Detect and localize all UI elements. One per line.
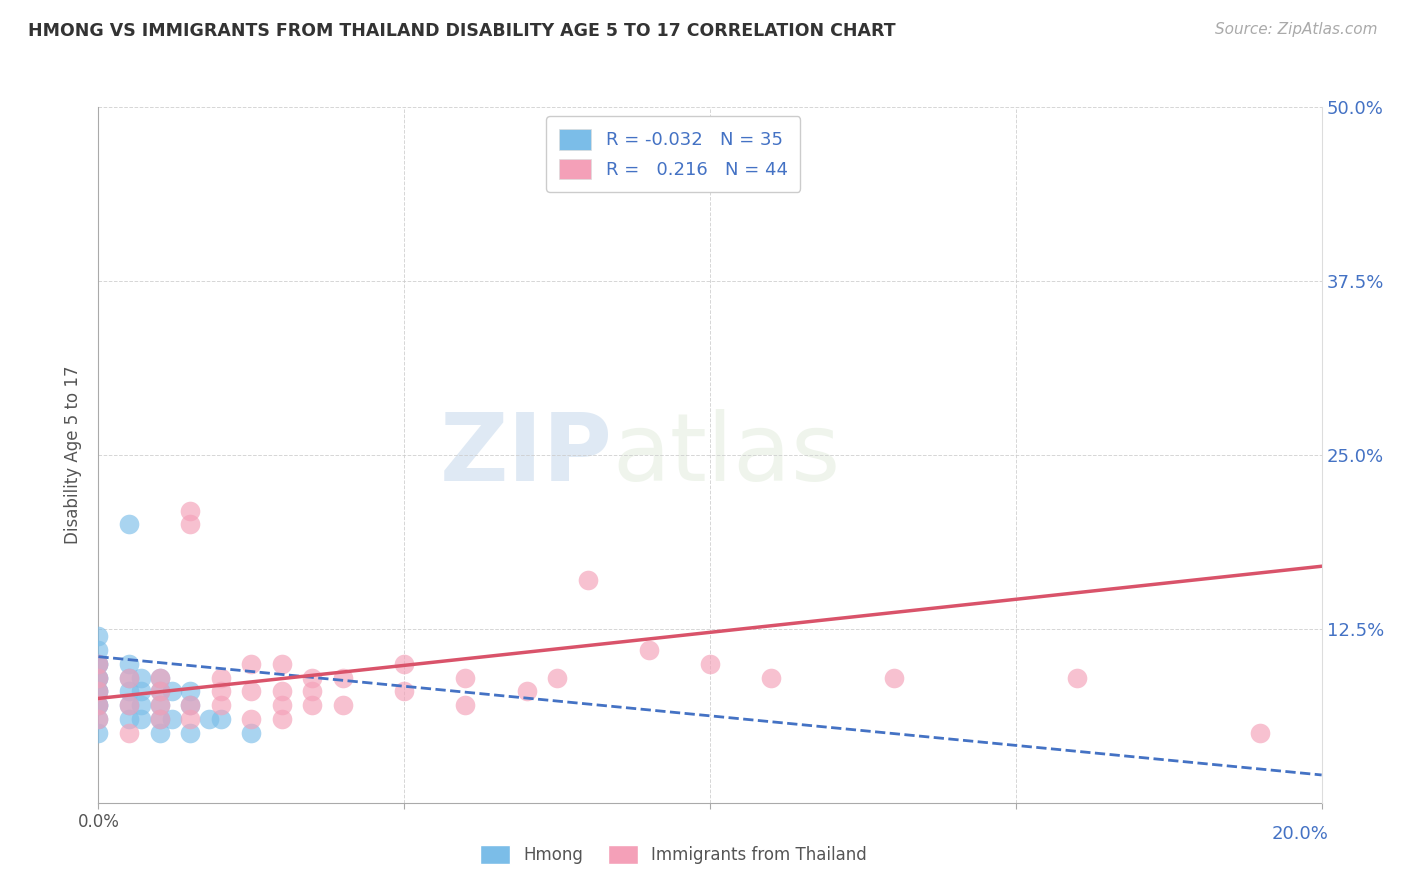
Legend: Hmong, Immigrants from Thailand: Hmong, Immigrants from Thailand (472, 838, 873, 871)
Point (546, 671, 568, 685)
Point (516, 684, 538, 698)
Point (699, 657, 721, 671)
Point (179, 698, 201, 713)
Point (576, 573, 599, 587)
Text: 20.0%: 20.0% (1272, 825, 1329, 843)
Point (179, 684, 201, 698)
Point (637, 642, 661, 657)
Point (87, 657, 110, 671)
Point (301, 698, 323, 713)
Point (454, 698, 477, 713)
Point (118, 698, 141, 713)
Point (179, 503, 201, 517)
Point (87, 671, 110, 685)
Point (454, 671, 477, 685)
Point (118, 698, 141, 713)
Point (883, 671, 905, 685)
Point (118, 726, 141, 740)
Point (149, 671, 172, 685)
Point (87, 671, 110, 685)
Point (87, 712, 110, 726)
Point (301, 684, 323, 698)
Point (301, 671, 323, 685)
Point (149, 712, 172, 726)
Point (149, 712, 172, 726)
Text: ZIP: ZIP (439, 409, 612, 501)
Point (270, 698, 292, 713)
Point (392, 657, 416, 671)
Point (209, 671, 232, 685)
Point (179, 726, 201, 740)
Point (87, 726, 110, 740)
Point (240, 726, 263, 740)
Point (129, 684, 152, 698)
Point (118, 671, 141, 685)
Point (149, 698, 172, 713)
Point (759, 671, 782, 685)
Point (87, 629, 110, 643)
Point (87, 657, 110, 671)
Point (87, 712, 110, 726)
Point (118, 517, 141, 532)
Point (1249, 726, 1271, 740)
Point (209, 712, 232, 726)
Text: atlas: atlas (612, 409, 841, 501)
Point (179, 517, 201, 532)
Point (87, 671, 110, 685)
Point (129, 671, 152, 685)
Point (332, 671, 354, 685)
Point (87, 698, 110, 713)
Point (87, 684, 110, 698)
Point (129, 712, 152, 726)
Point (240, 657, 263, 671)
Point (179, 698, 201, 713)
Point (240, 684, 263, 698)
Point (118, 671, 141, 685)
Text: Source: ZipAtlas.com: Source: ZipAtlas.com (1215, 22, 1378, 37)
Point (118, 712, 141, 726)
Point (209, 684, 232, 698)
Point (87, 642, 110, 657)
Point (87, 698, 110, 713)
Point (87, 684, 110, 698)
Point (197, 712, 219, 726)
Point (392, 684, 416, 698)
Point (87, 698, 110, 713)
Point (149, 698, 172, 713)
Y-axis label: Disability Age 5 to 17: Disability Age 5 to 17 (65, 366, 83, 544)
Point (149, 726, 172, 740)
Point (270, 712, 292, 726)
Point (160, 712, 183, 726)
Point (332, 698, 354, 713)
Point (149, 684, 172, 698)
Point (87, 684, 110, 698)
Point (270, 657, 292, 671)
Point (1066, 671, 1088, 685)
Point (240, 712, 263, 726)
Point (149, 671, 172, 685)
Point (270, 684, 292, 698)
Point (149, 684, 172, 698)
Point (160, 684, 183, 698)
Point (87, 657, 110, 671)
Point (118, 684, 141, 698)
Point (118, 657, 141, 671)
Point (179, 712, 201, 726)
Point (209, 698, 232, 713)
Point (129, 698, 152, 713)
Text: HMONG VS IMMIGRANTS FROM THAILAND DISABILITY AGE 5 TO 17 CORRELATION CHART: HMONG VS IMMIGRANTS FROM THAILAND DISABI… (28, 22, 896, 40)
